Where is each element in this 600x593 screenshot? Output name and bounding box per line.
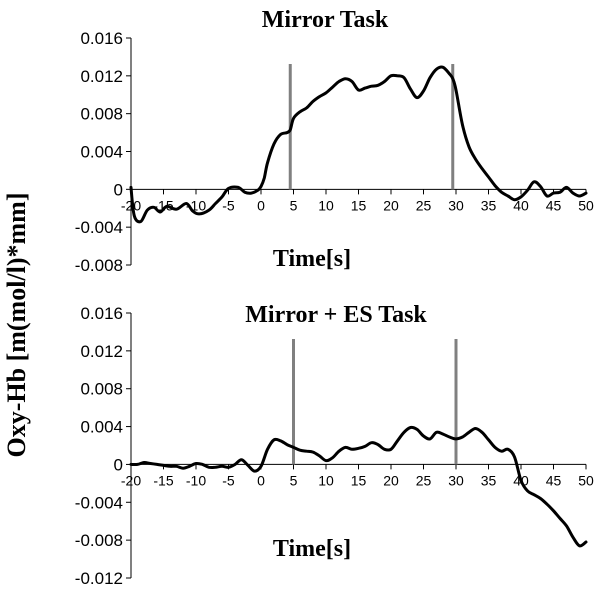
chart-title: Mirror + ES Task <box>245 302 427 328</box>
x-tick-label: 5 <box>290 472 298 488</box>
x-tick-label: 0 <box>257 472 265 488</box>
x-tick-label: 45 <box>546 472 562 488</box>
y-tick-label: -0.008 <box>75 256 123 275</box>
x-tick-label: 50 <box>578 197 594 213</box>
x-axis-label: Time[s] <box>273 246 351 272</box>
x-tick-label: 25 <box>416 197 432 213</box>
oxy-hb-series-line <box>129 425 588 548</box>
x-tick-label: 15 <box>351 197 367 213</box>
x-tick-label: 5 <box>290 197 298 213</box>
y-tick-label: 0.008 <box>80 380 123 399</box>
x-tick-label: 40 <box>513 197 529 213</box>
x-tick-label: -20 <box>121 472 141 488</box>
y-tick-label: 0.012 <box>80 67 123 86</box>
x-tick-label: -5 <box>222 472 235 488</box>
x-tick-label: 20 <box>383 197 399 213</box>
x-tick-label: 10 <box>318 197 334 213</box>
mirror-task-chart: Mirror Task Time[s] 0.016 0.012 0.008 0.004… <box>75 7 594 275</box>
y-tick-label: -0.012 <box>75 569 123 588</box>
x-tick-label: 0 <box>257 197 265 213</box>
x-tick-label: -15 <box>153 472 173 488</box>
y-tick-label: 0.004 <box>80 143 123 162</box>
x-tick-label: -20 <box>121 197 141 213</box>
mirror-es-task-chart: Mirror + ES Task Time[s] 0.016 0.012 0.008… <box>75 302 594 588</box>
y-tick-label: 0.012 <box>80 342 123 361</box>
y-tick-label: 0.016 <box>80 29 123 48</box>
x-tick-label: 30 <box>448 197 464 213</box>
y-tick-label: 0.016 <box>80 304 123 323</box>
x-tick-label: 35 <box>481 472 497 488</box>
x-tick-label: 10 <box>318 472 334 488</box>
x-tick-label: 25 <box>416 472 432 488</box>
x-tick-label: 45 <box>546 197 562 213</box>
x-tick-label: 50 <box>578 472 594 488</box>
y-tick-label: -0.004 <box>75 493 123 512</box>
x-tick-label: -5 <box>222 197 235 213</box>
y-tick-label: 0.004 <box>80 418 123 437</box>
x-axis-label: Time[s] <box>273 536 351 562</box>
x-tick-label: 35 <box>481 197 497 213</box>
x-tick-label: 20 <box>383 472 399 488</box>
y-tick-label: 0 <box>114 455 123 474</box>
oxy-hb-series-line <box>129 65 588 224</box>
y-tick-label: 0.008 <box>80 105 123 124</box>
y-tick-label: -0.004 <box>75 218 123 237</box>
x-tick-label: -10 <box>186 472 206 488</box>
chart-title: Mirror Task <box>262 7 389 33</box>
y-tick-label: -0.008 <box>75 531 123 550</box>
y-tick-label: 0 <box>114 180 123 199</box>
x-tick-label: 15 <box>351 472 367 488</box>
x-tick-label: 30 <box>448 472 464 488</box>
y-axis-label: Oxy-Hb [m(mol/l)*mm] <box>2 192 31 457</box>
